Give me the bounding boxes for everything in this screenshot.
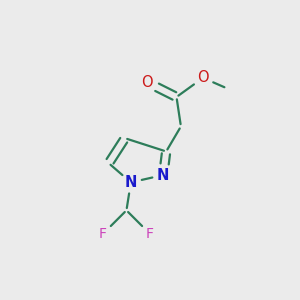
Text: F: F: [146, 227, 154, 241]
Text: O: O: [197, 70, 209, 86]
Text: N: N: [157, 167, 170, 182]
Text: F: F: [99, 227, 107, 241]
Text: N: N: [125, 175, 137, 190]
Text: O: O: [141, 75, 153, 90]
